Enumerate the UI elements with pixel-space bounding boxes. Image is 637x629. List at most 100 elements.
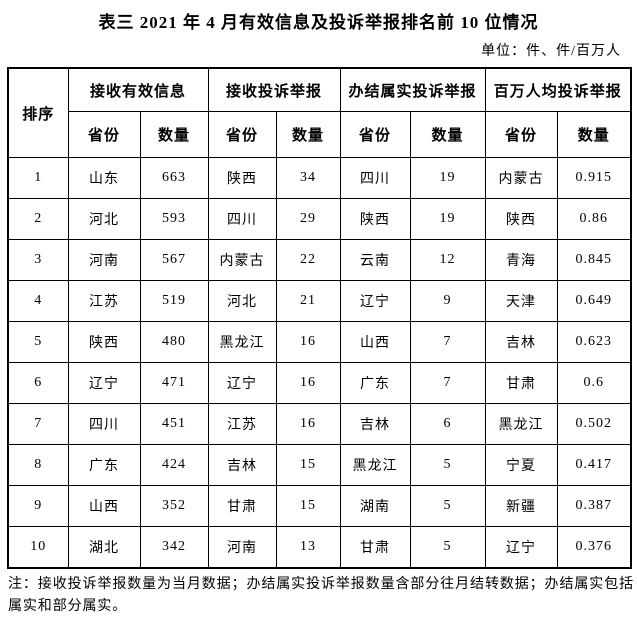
quantity-cell: 15 [275,485,341,527]
quantity-cell: 6 [409,403,486,445]
quantity-cell: 21 [275,280,341,322]
sub-header-province: 省份 [339,111,411,158]
table-row: 8 广东 424 吉林 15 黑龙江 5 宁夏 0.417 [7,444,632,486]
table-row: 1 山东 663 陕西 34 四川 19 内蒙古 0.915 [7,157,632,199]
quantity-cell: 519 [139,280,209,322]
province-cell: 辽宁 [67,362,141,404]
group-header-received-complaints: 接收投诉举报 [207,67,341,112]
province-cell: 山西 [339,321,411,363]
province-cell: 广东 [339,362,411,404]
group-header-verified-complaints: 办结属实投诉举报 [339,67,486,112]
province-cell: 天津 [484,280,558,322]
province-cell: 辽宁 [207,362,277,404]
table-row: 9 山西 352 甘肃 15 湖南 5 新疆 0.387 [7,485,632,527]
province-cell: 内蒙古 [207,239,277,281]
table-row: 7 四川 451 江苏 16 吉林 6 黑龙江 0.502 [7,403,632,445]
document-page: 表三 2021 年 4 月有效信息及投诉举报排名前 10 位情况 单位：件、件/… [0,11,637,629]
sub-header-quantity: 数量 [139,111,209,158]
quantity-cell: 0.915 [556,157,632,199]
province-cell: 湖南 [339,485,411,527]
province-cell: 青海 [484,239,558,281]
province-cell: 甘肃 [207,485,277,527]
sub-header-quantity: 数量 [275,111,341,158]
quantity-cell: 0.502 [556,403,632,445]
province-cell: 江苏 [67,280,141,322]
group-header-complaints-per-million: 百万人均投诉举报 [484,67,632,112]
province-cell: 辽宁 [484,526,558,568]
rank-cell: 3 [7,239,69,281]
quantity-cell: 663 [139,157,209,199]
province-cell: 河南 [207,526,277,568]
rank-cell: 5 [7,321,69,363]
sub-header-province: 省份 [67,111,141,158]
quantity-cell: 342 [139,526,209,568]
quantity-cell: 19 [409,157,486,199]
province-cell: 辽宁 [339,280,411,322]
province-cell: 黑龙江 [207,321,277,363]
province-cell: 陕西 [484,198,558,240]
rank-column-header: 排序 [7,67,69,158]
province-cell: 四川 [207,198,277,240]
province-cell: 陕西 [207,157,277,199]
unit-label: 单位：件、件/百万人 [481,44,621,59]
quantity-cell: 480 [139,321,209,363]
quantity-cell: 0.86 [556,198,632,240]
table-row: 6 辽宁 471 辽宁 16 广东 7 甘肃 0.6 [7,362,632,404]
province-cell: 四川 [67,403,141,445]
ranking-table: 排序 接收有效信息 接收投诉举报 办结属实投诉举报 百万人均投诉举报 省份 数量… [7,67,633,569]
quantity-cell: 7 [409,362,486,404]
province-cell: 广东 [67,444,141,486]
quantity-cell: 0.387 [556,485,632,527]
table-row: 3 河南 567 内蒙古 22 云南 12 青海 0.845 [7,239,632,281]
quantity-cell: 0.845 [556,239,632,281]
sub-header-quantity: 数量 [409,111,486,158]
quantity-cell: 5 [409,444,486,486]
province-cell: 河南 [67,239,141,281]
rank-cell: 2 [7,198,69,240]
rank-cell: 7 [7,403,69,445]
header-sub-row: 省份 数量 省份 数量 省份 数量 省份 数量 [8,111,632,158]
sub-header-quantity: 数量 [556,111,632,158]
rank-cell: 4 [7,280,69,322]
quantity-cell: 5 [409,485,486,527]
quantity-cell: 0.417 [556,444,632,486]
quantity-cell: 5 [409,526,486,568]
province-cell: 宁夏 [484,444,558,486]
province-cell: 湖北 [67,526,141,568]
quantity-cell: 29 [275,198,341,240]
quantity-cell: 9 [409,280,486,322]
quantity-cell: 424 [139,444,209,486]
rank-cell: 6 [7,362,69,404]
table-footnote: 注：接收投诉举报数量为当月数据；办结属实投诉举报数量含部分往月结转数据；办结属实… [8,576,634,614]
header-group-row: 排序 接收有效信息 接收投诉举报 办结属实投诉举报 百万人均投诉举报 [7,67,632,158]
table-header: 排序 接收有效信息 接收投诉举报 办结属实投诉举报 百万人均投诉举报 省份 数量… [7,67,632,158]
table-row: 4 江苏 519 河北 21 辽宁 9 天津 0.649 [7,280,632,322]
rank-cell: 10 [7,526,69,568]
quantity-cell: 593 [139,198,209,240]
quantity-cell: 16 [275,362,341,404]
province-cell: 山西 [67,485,141,527]
quantity-cell: 567 [139,239,209,281]
province-cell: 陕西 [339,198,411,240]
province-cell: 吉林 [207,444,277,486]
quantity-cell: 352 [139,485,209,527]
quantity-cell: 13 [275,526,341,568]
quantity-cell: 12 [409,239,486,281]
quantity-cell: 0.649 [556,280,632,322]
group-header-received-valid-info: 接收有效信息 [67,67,209,112]
quantity-cell: 16 [275,403,341,445]
province-cell: 云南 [339,239,411,281]
quantity-cell: 16 [275,321,341,363]
province-cell: 黑龙江 [484,403,558,445]
province-cell: 吉林 [484,321,558,363]
province-cell: 黑龙江 [339,444,411,486]
quantity-cell: 451 [139,403,209,445]
quantity-cell: 34 [275,157,341,199]
province-cell: 河北 [67,198,141,240]
sub-header-province: 省份 [207,111,277,158]
province-cell: 山东 [67,157,141,199]
quantity-cell: 7 [409,321,486,363]
province-cell: 内蒙古 [484,157,558,199]
province-cell: 江苏 [207,403,277,445]
quantity-cell: 471 [139,362,209,404]
